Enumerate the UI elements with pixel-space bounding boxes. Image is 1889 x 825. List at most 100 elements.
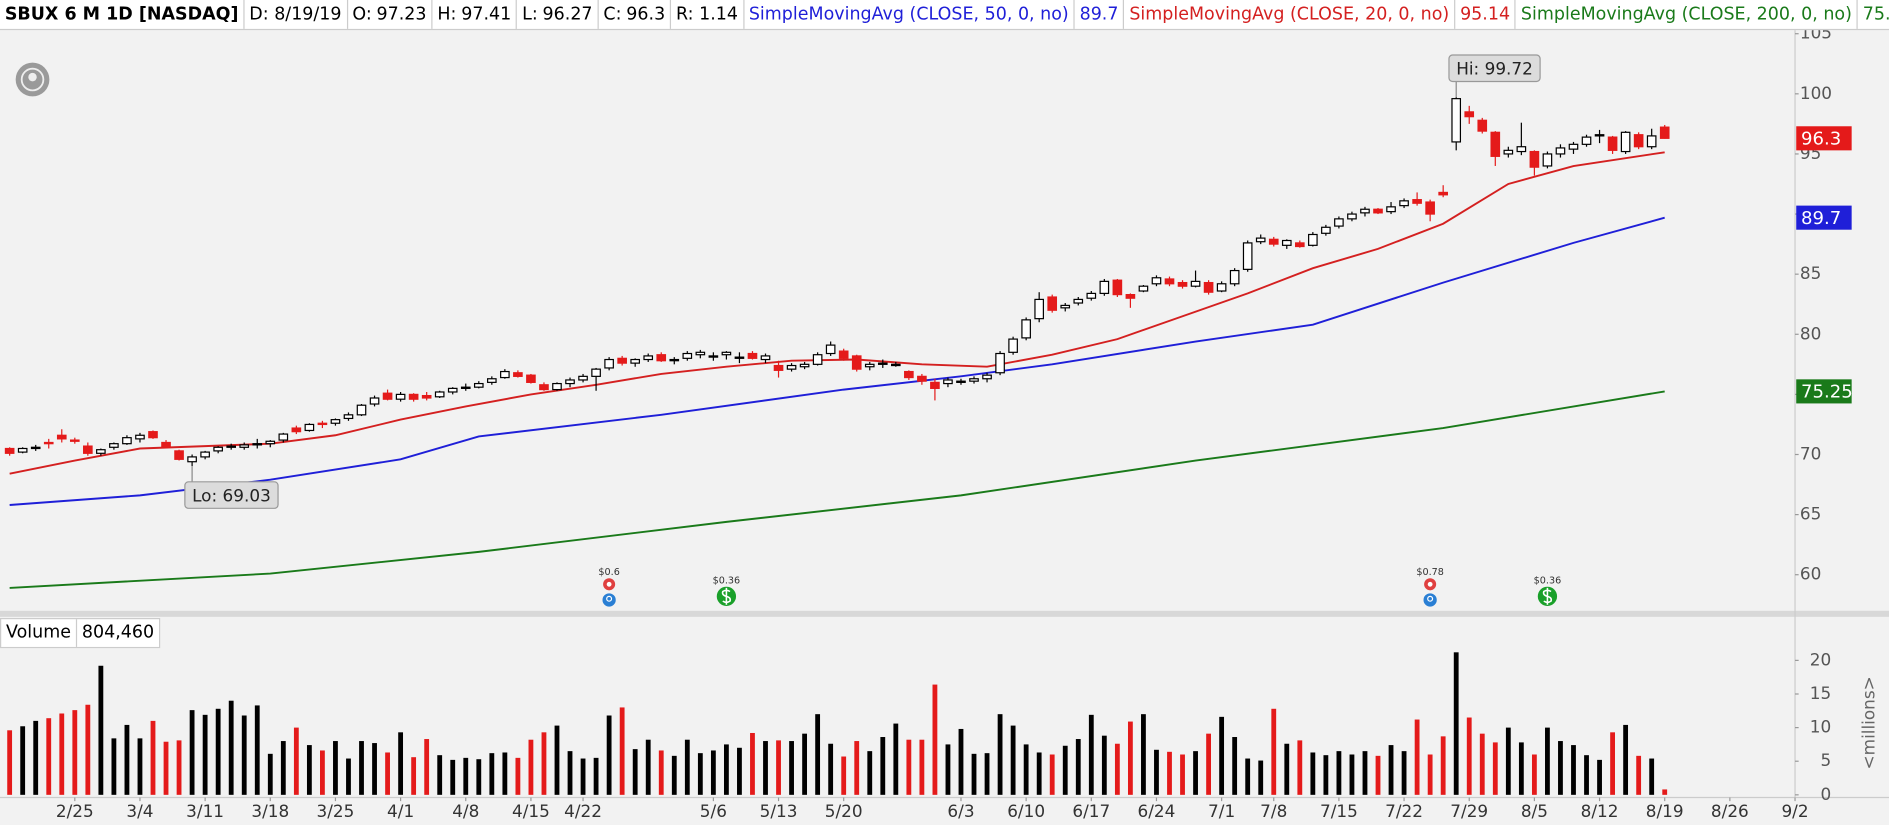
candle-body [278,433,289,441]
candle-body [1034,298,1044,320]
earnings-date-icon [1423,593,1437,607]
study-name[interactable]: SimpleMovingAvg (CLOSE, 20, 0, no) [1125,0,1456,29]
candle-body [330,419,341,424]
volume-bar [1062,745,1068,795]
volume-bar [593,757,599,795]
candle-body [1360,208,1370,214]
volume-bar [828,743,834,795]
volume-bar [1636,755,1642,795]
volume-bar [932,684,938,795]
volume-bar [7,730,13,795]
x-tick-label: 8/5 [1521,801,1548,821]
annotation: Lo: 69.03 [184,466,279,509]
volume-bar [59,713,65,795]
x-tick-label: 7/22 [1385,801,1423,821]
volume-bar [228,700,234,795]
volume-label[interactable]: Volume [1,619,78,647]
candle-body [408,393,419,400]
volume-bar [46,718,52,795]
volume-bar [33,720,39,795]
volume-bar [1623,724,1629,795]
candle-body [4,447,15,454]
candle-body [734,356,745,359]
y-tick-label: 85 [1800,263,1821,283]
volume-bar [1427,754,1433,795]
candle-body [1529,150,1540,168]
volume-readout: 804,460 [81,622,155,643]
volume-bar [723,744,729,795]
volume-bar [489,753,495,795]
candle-body [539,384,549,391]
candle-body [1099,280,1110,295]
candle-body [148,431,158,439]
volume-bar [1571,745,1576,795]
volume-bar [320,750,325,795]
volume-bar [1023,744,1029,795]
candle-body [109,443,119,448]
volume-bar [1154,749,1159,795]
candle-body [1425,201,1435,215]
candle-body [786,364,797,370]
candle-body [1112,279,1123,296]
price-tag [1796,205,1852,230]
candle-body [265,440,276,445]
volume-bar [867,751,873,795]
candle-body [513,372,523,377]
volume-bar [1036,752,1042,795]
volume-bar [1597,759,1602,795]
symbol[interactable]: SBUX 6 M 1D [NASDAQ] [0,0,245,29]
candle-body [161,441,171,448]
volume-y-tick-label: 5 [1820,750,1831,770]
volume-bar [437,755,443,795]
candle-body [1021,319,1031,339]
volume-bar [85,704,91,795]
volume-bar [1545,727,1550,795]
volume-bar [1388,745,1394,795]
candle-body [226,445,237,448]
volume-bar [241,715,247,795]
volume-bar [1649,758,1655,795]
volume-bar [163,741,169,795]
study-name[interactable]: SimpleMovingAvg (CLOSE, 200, 0, no) [1516,0,1858,29]
candle-body [1594,134,1605,137]
range-readout: R: 1.14 [671,0,745,29]
candle-body [851,355,862,370]
candle-body [982,374,992,380]
candle-body [1542,153,1553,167]
y-tick-label: 80 [1800,323,1821,343]
volume-bar [1453,652,1459,795]
volume-bar [1518,742,1524,795]
volume-unit: <millions> [1859,676,1879,769]
study-name[interactable]: SimpleMovingAvg (CLOSE, 50, 0, no) [744,0,1075,29]
candle-body [1438,191,1448,196]
x-tick-label: 3/11 [186,801,224,821]
candle-body [917,375,927,382]
candle-body [135,434,145,440]
volume-bar [906,739,912,795]
volume-header: Volume 804,460 [0,618,161,649]
candle-body [317,422,328,426]
candle-body [1138,285,1149,292]
x-tick-label: 4/1 [387,801,414,821]
volume-bar [1258,760,1264,795]
candle-body [252,443,263,446]
volume-bar [841,756,847,795]
volume-bar [124,724,130,795]
candle-body [1203,281,1214,293]
x-tick-label: 2/25 [56,801,94,821]
candle-body [969,378,979,382]
candle-body [43,441,54,445]
sma-line [9,151,1665,475]
candle-body [708,355,719,358]
candle-body [643,355,654,361]
volume-y-tick-label: 10 [1810,717,1831,737]
value: 97.41 [461,4,512,25]
y-tick-label: 100 [1800,83,1832,103]
candle-body [1308,233,1318,246]
x-tick-label: 8/19 [1646,801,1684,821]
volume-bar [1193,751,1198,795]
sma-line [9,390,1665,589]
volume-bar [750,732,755,795]
volume-bar [1141,714,1146,795]
